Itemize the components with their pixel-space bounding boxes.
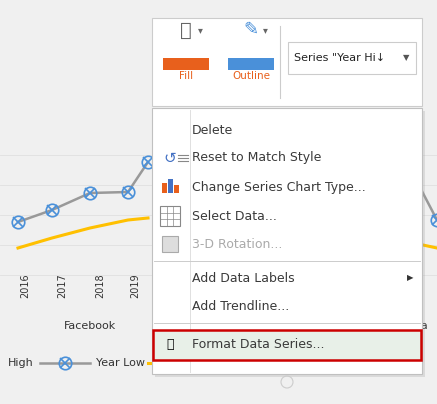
Text: Format Data Series...: Format Data Series... xyxy=(192,337,325,351)
Bar xyxy=(152,108,422,374)
Text: Fill: Fill xyxy=(179,71,193,81)
Text: Outline: Outline xyxy=(232,71,270,81)
Bar xyxy=(153,330,421,360)
Text: ▾: ▾ xyxy=(198,25,202,35)
Text: ⬧: ⬧ xyxy=(180,21,192,40)
Text: 2016: 2016 xyxy=(20,274,30,298)
Text: 3-D Rotation...: 3-D Rotation... xyxy=(192,238,282,250)
Text: 2019: 2019 xyxy=(415,274,425,298)
Bar xyxy=(228,58,274,70)
Text: Series "Year Hi↓: Series "Year Hi↓ xyxy=(294,53,385,63)
Bar xyxy=(162,236,178,252)
Text: sla: sla xyxy=(412,321,428,331)
Text: 2017: 2017 xyxy=(57,273,67,298)
Text: 📊: 📊 xyxy=(166,337,174,351)
Text: 2019: 2019 xyxy=(130,274,140,298)
Bar xyxy=(168,179,173,193)
Text: Select Data...: Select Data... xyxy=(192,210,277,223)
Text: Reset to Match Style: Reset to Match Style xyxy=(192,152,321,164)
Text: ✎: ✎ xyxy=(243,21,259,39)
Bar xyxy=(163,58,209,70)
Bar xyxy=(288,42,416,74)
Text: Facebook: Facebook xyxy=(64,321,116,331)
Text: Year Low: Year Low xyxy=(96,358,145,368)
Text: ↺: ↺ xyxy=(163,151,177,166)
Text: ▼: ▼ xyxy=(403,53,409,63)
Text: High: High xyxy=(8,358,34,368)
Text: Add Data Labels: Add Data Labels xyxy=(192,271,295,284)
Text: Add Trendline...: Add Trendline... xyxy=(192,299,289,313)
Text: 2018: 2018 xyxy=(95,274,105,298)
Bar xyxy=(155,111,425,377)
Text: ▾: ▾ xyxy=(263,25,267,35)
Text: Change Series Chart Type...: Change Series Chart Type... xyxy=(192,181,366,194)
Bar xyxy=(152,18,422,106)
Bar xyxy=(160,206,180,226)
Bar xyxy=(174,185,179,193)
Text: ▶: ▶ xyxy=(407,274,413,282)
Text: Delete: Delete xyxy=(192,124,233,137)
Bar xyxy=(162,183,167,193)
